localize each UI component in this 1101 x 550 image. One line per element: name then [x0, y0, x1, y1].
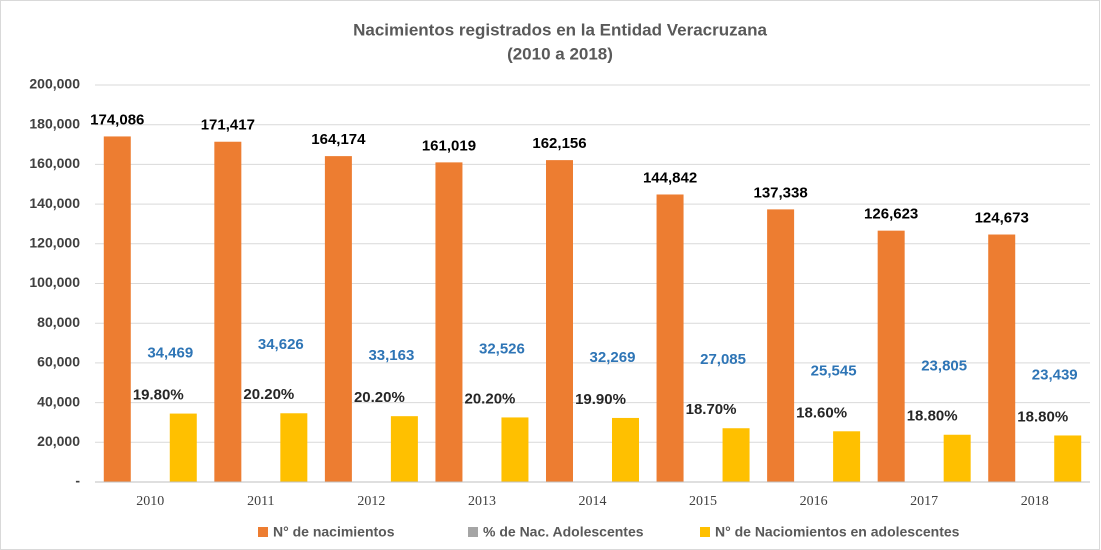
y-tick-label: 60,000: [37, 354, 80, 370]
bar: [324, 156, 352, 482]
data-label: 25,545: [811, 362, 857, 379]
data-label: 18.70%: [686, 401, 737, 418]
data-label: 174,086: [90, 111, 144, 128]
bar: [169, 413, 197, 482]
x-tick-label: 2010: [136, 494, 164, 509]
bar: [501, 417, 529, 482]
legend-swatch: [700, 527, 710, 537]
data-label: 164,174: [311, 131, 366, 148]
data-label: 19.80%: [133, 387, 184, 404]
y-tick-label: 180,000: [29, 115, 80, 131]
x-tick-label: 2014: [579, 494, 607, 509]
data-label: 33,163: [368, 347, 414, 364]
data-label: 171,417: [201, 117, 255, 134]
bar: [280, 413, 308, 482]
x-tick-label: 2013: [468, 494, 496, 509]
y-tick-label: 40,000: [37, 393, 80, 409]
data-label: 137,338: [753, 184, 807, 201]
y-tick-label: -: [75, 473, 80, 489]
data-label: 126,623: [864, 206, 918, 223]
data-label: 20.20%: [465, 390, 516, 407]
data-label: 18.60%: [796, 404, 847, 421]
y-tick-label: 20,000: [37, 433, 80, 449]
x-tick-label: 2015: [689, 494, 717, 509]
data-label: 20.20%: [354, 389, 405, 406]
bar: [435, 162, 463, 482]
data-label: 34,469: [147, 345, 193, 362]
data-label: 18.80%: [907, 408, 958, 425]
y-tick-label: 160,000: [29, 155, 80, 171]
legend-label: N° de Naciomientos en adolescentes: [715, 524, 960, 540]
data-label: 32,269: [590, 349, 636, 366]
x-tick-label: 2016: [800, 494, 828, 509]
x-tick-label: 2012: [357, 494, 385, 509]
bar: [103, 136, 131, 483]
data-label: 20.20%: [243, 386, 294, 403]
x-tick-label: 2011: [247, 494, 274, 509]
bar: [546, 160, 573, 482]
data-label: 19.90%: [575, 391, 626, 408]
y-tick-label: 200,000: [29, 76, 80, 92]
legend-label: % de Nac. Adolescentes: [483, 524, 644, 540]
bar: [722, 428, 750, 482]
x-tick-label: 2017: [910, 494, 938, 509]
data-label: 23,805: [921, 358, 967, 375]
data-label: 162,156: [532, 135, 586, 152]
bar: [656, 194, 684, 482]
bar: [877, 230, 905, 482]
chart-subtitle: (2010 a 2018): [507, 44, 613, 63]
data-label: 124,673: [975, 209, 1029, 226]
bar: [612, 417, 639, 482]
legend-swatch: [258, 527, 268, 537]
data-label: 27,085: [700, 351, 746, 368]
legend-swatch: [468, 527, 478, 537]
y-tick-label: 100,000: [29, 274, 80, 290]
data-label: 34,626: [258, 336, 304, 353]
data-label: 161,019: [422, 137, 476, 154]
data-label: 18.80%: [1017, 408, 1068, 425]
data-label: 144,842: [643, 169, 697, 186]
bar: [988, 234, 1016, 482]
x-tick-label: 2018: [1021, 494, 1049, 509]
y-tick-label: 80,000: [37, 314, 80, 330]
bar: [943, 434, 971, 482]
chart-title: Nacimientos registrados en la Entidad Ve…: [353, 20, 767, 39]
y-tick-label: 140,000: [29, 195, 80, 211]
data-label: 32,526: [479, 340, 525, 357]
data-label: 23,439: [1032, 366, 1078, 383]
legend-label: N° de nacimientos: [273, 524, 395, 540]
bar: [833, 431, 861, 482]
y-tick-label: 120,000: [29, 235, 80, 251]
bar: [1054, 435, 1082, 482]
bar: [767, 209, 795, 482]
bar: [390, 416, 418, 482]
bar: [214, 141, 242, 483]
